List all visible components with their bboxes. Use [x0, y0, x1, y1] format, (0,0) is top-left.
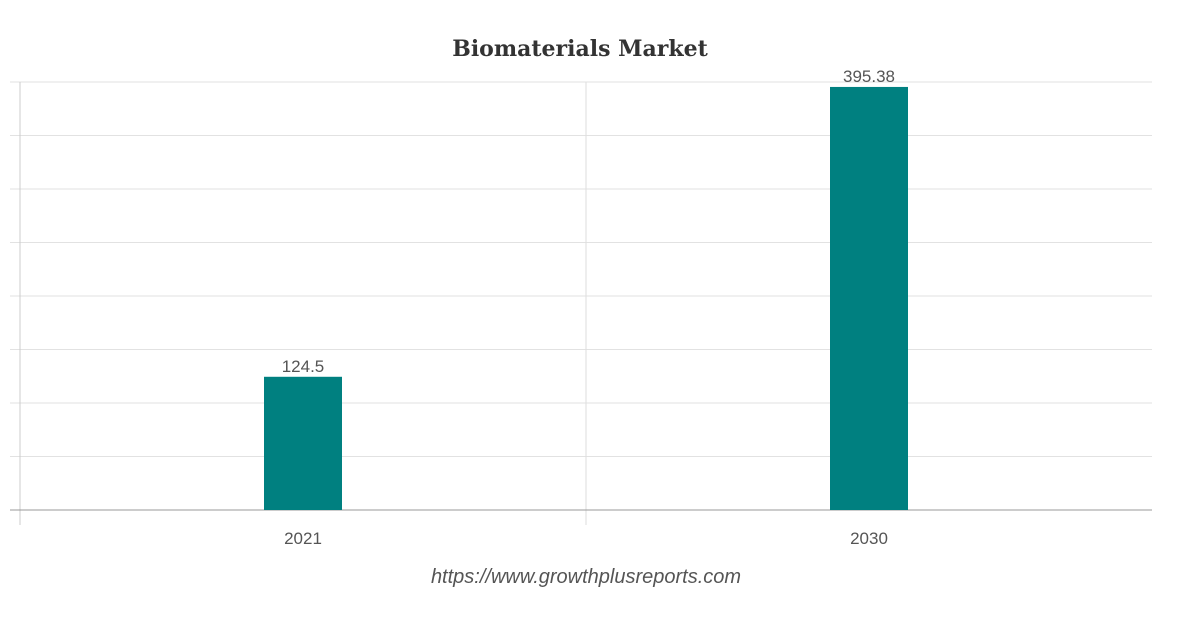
chart-title: Biomaterials Market — [452, 36, 708, 62]
data-label-2021: 124.5 — [282, 357, 325, 376]
bar-2030 — [830, 86, 908, 511]
bar-2021 — [264, 376, 342, 510]
grid-lines — [10, 81, 1152, 525]
x-tick-label-2021: 2021 — [284, 529, 322, 548]
source-url: https://www.growthplusreports.com — [430, 566, 742, 588]
x-tick-label-2030: 2030 — [850, 529, 888, 548]
bars — [264, 86, 908, 511]
data-label-2030: 395.38 — [843, 67, 895, 86]
axes — [10, 82, 1152, 525]
labels: 124.5 2021 395.38 2030 — [282, 67, 895, 548]
